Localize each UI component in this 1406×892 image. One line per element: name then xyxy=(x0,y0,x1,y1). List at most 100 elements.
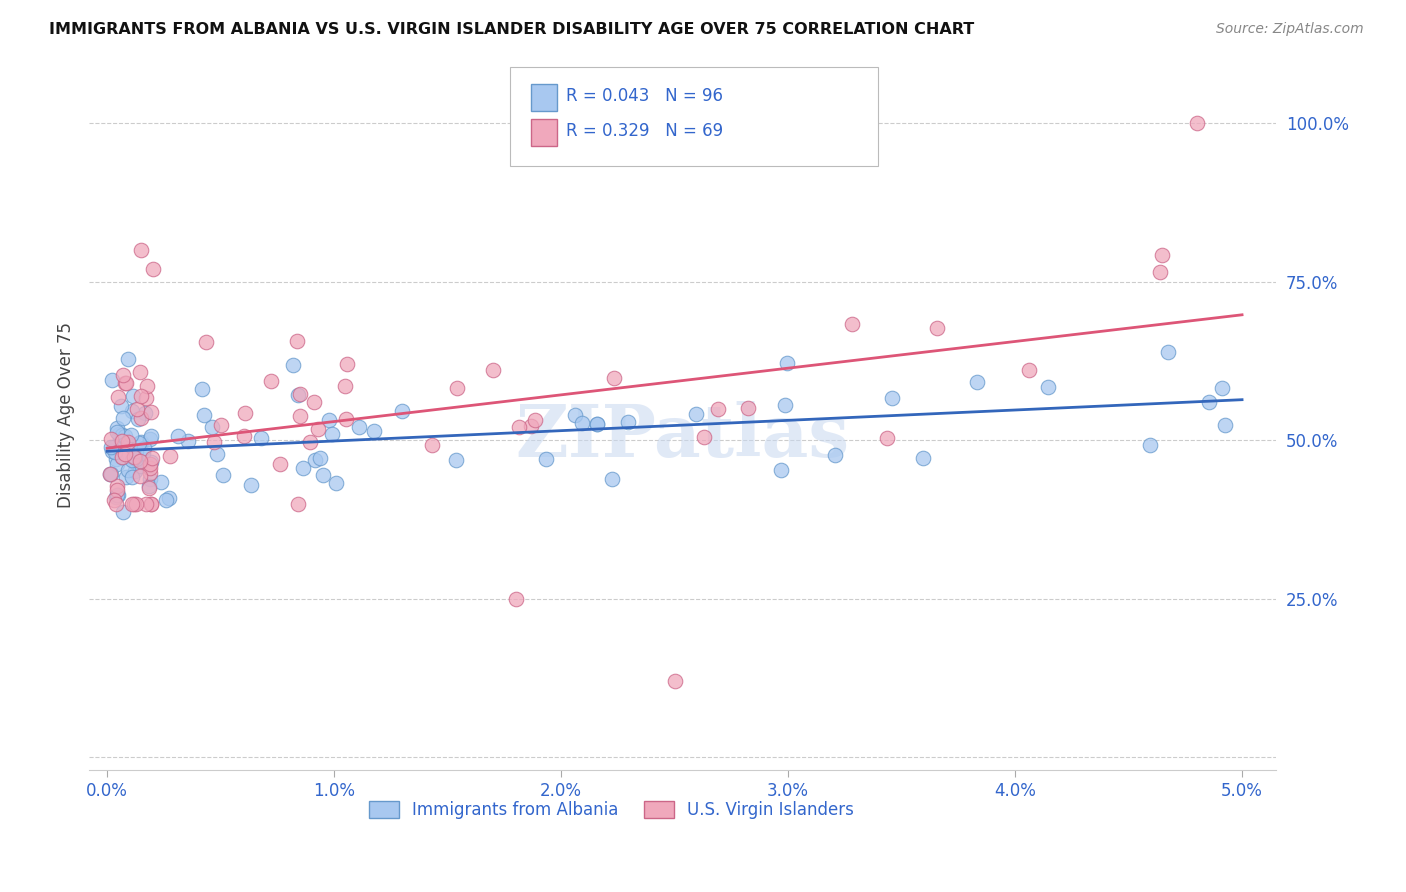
Point xyxy=(107,390,129,404)
Point xyxy=(128,365,150,379)
Point xyxy=(138,481,160,495)
Point xyxy=(111,428,134,442)
Point xyxy=(664,674,686,689)
Point xyxy=(444,453,467,467)
Point xyxy=(1157,344,1180,359)
Point xyxy=(287,497,309,511)
Point xyxy=(603,371,626,385)
Point xyxy=(312,467,335,482)
Point xyxy=(880,391,903,405)
Point xyxy=(212,467,235,482)
Point xyxy=(508,420,530,434)
Point xyxy=(114,429,136,443)
Point xyxy=(118,438,141,452)
Point xyxy=(157,491,180,506)
Point xyxy=(114,447,136,461)
Point xyxy=(336,357,359,371)
Text: R = 0.043   N = 96: R = 0.043 N = 96 xyxy=(567,87,723,105)
Point xyxy=(136,378,159,392)
Point xyxy=(132,446,155,460)
Point xyxy=(600,472,623,486)
FancyBboxPatch shape xyxy=(530,120,557,146)
Point xyxy=(201,419,224,434)
Text: ZIPatlas: ZIPatlas xyxy=(516,401,849,472)
Point xyxy=(128,468,150,483)
FancyBboxPatch shape xyxy=(530,84,557,111)
Point xyxy=(129,458,152,473)
Point xyxy=(105,425,128,439)
Point xyxy=(138,478,160,492)
Point xyxy=(125,451,148,466)
Y-axis label: Disability Age Over 75: Disability Age Over 75 xyxy=(58,322,75,508)
Point xyxy=(167,429,190,443)
Legend: Immigrants from Albania, U.S. Virgin Islanders: Immigrants from Albania, U.S. Virgin Isl… xyxy=(363,794,860,826)
Point xyxy=(159,449,181,463)
Point xyxy=(127,412,149,426)
Point xyxy=(101,373,124,387)
FancyBboxPatch shape xyxy=(510,67,879,166)
Point xyxy=(141,497,163,511)
Point xyxy=(122,450,145,464)
Point xyxy=(142,261,165,276)
Point xyxy=(536,452,558,467)
Point xyxy=(103,440,125,454)
Point xyxy=(98,467,121,481)
Point xyxy=(139,457,162,471)
Point xyxy=(129,434,152,449)
Point xyxy=(685,407,707,421)
Point xyxy=(128,454,150,468)
Point xyxy=(117,463,139,477)
Point xyxy=(115,376,138,391)
Point xyxy=(841,318,863,332)
Point xyxy=(1198,395,1220,409)
Point xyxy=(363,424,385,438)
Point xyxy=(104,445,127,459)
Point xyxy=(876,431,898,445)
Point xyxy=(335,412,357,426)
Point xyxy=(155,493,177,508)
Point xyxy=(105,439,128,453)
Point xyxy=(103,492,125,507)
Point xyxy=(139,404,162,418)
Point xyxy=(139,432,162,446)
Point xyxy=(318,412,340,426)
Point xyxy=(110,450,132,464)
Point xyxy=(117,435,139,450)
Point xyxy=(124,455,146,469)
Point xyxy=(100,432,122,446)
Point xyxy=(124,464,146,478)
Point xyxy=(420,438,443,452)
Point xyxy=(191,382,214,396)
Point xyxy=(1018,363,1040,377)
Point xyxy=(111,506,134,520)
Point xyxy=(120,427,142,442)
Point xyxy=(139,429,162,443)
Point xyxy=(259,375,281,389)
Point xyxy=(288,409,311,424)
Point xyxy=(287,388,309,402)
Point xyxy=(107,421,129,435)
Point xyxy=(304,453,326,467)
Point xyxy=(776,356,799,370)
Point xyxy=(107,427,129,442)
Point xyxy=(107,487,129,501)
Point xyxy=(769,462,792,476)
Point xyxy=(125,497,148,511)
Point xyxy=(105,451,128,466)
Point xyxy=(139,497,162,511)
Point xyxy=(111,434,134,448)
Point xyxy=(202,435,225,450)
Point xyxy=(105,457,128,471)
Point xyxy=(307,422,329,436)
Point xyxy=(194,335,217,350)
Point xyxy=(111,411,134,425)
Point xyxy=(134,406,156,420)
Point xyxy=(149,475,172,489)
Point xyxy=(564,409,586,423)
Point xyxy=(925,321,948,335)
Point xyxy=(285,334,308,348)
Point xyxy=(139,467,162,481)
Point xyxy=(139,471,162,485)
Point xyxy=(104,490,127,504)
Point xyxy=(127,401,149,416)
